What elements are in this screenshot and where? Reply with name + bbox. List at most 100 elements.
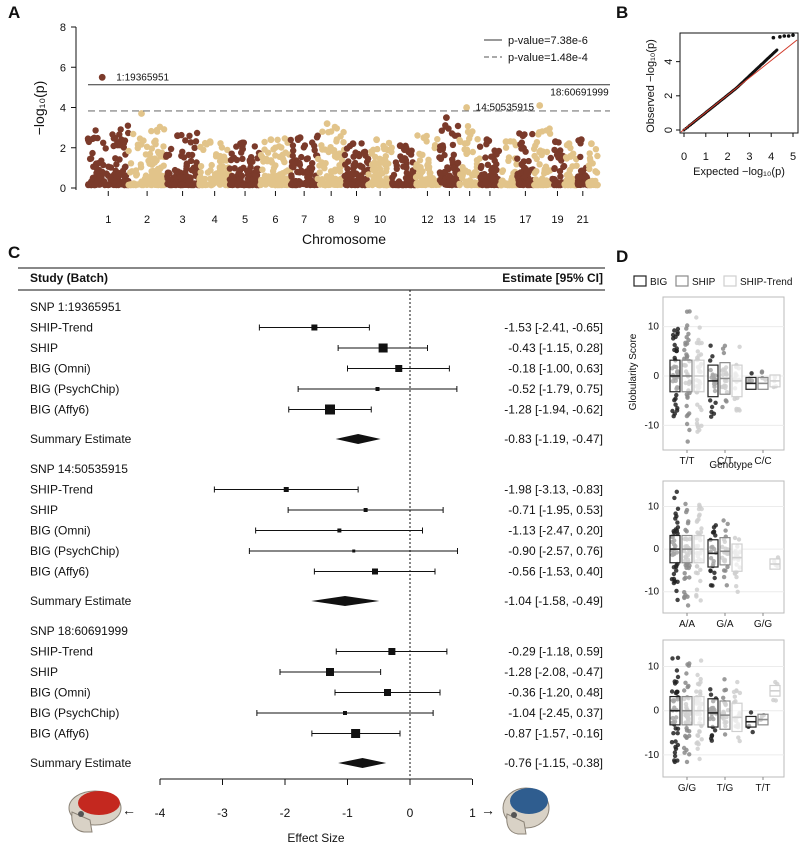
manhattan-point [446,178,453,185]
manhattan-peak-point [420,134,428,142]
boxplot-point [698,689,703,694]
boxplot-point [713,523,718,528]
boxplot-point [699,423,704,428]
qq-x-tick-label: 2 [725,151,731,163]
forest-point-estimate [384,689,391,696]
manhattan-point [275,181,282,189]
boxplot-point [721,695,726,700]
boxplot-point [669,689,675,694]
boxplot-point [697,325,702,330]
manhattan-point [180,154,188,161]
boxplot-point [672,328,677,333]
boxplot-point [709,404,715,410]
manhattan-point [274,136,281,143]
manhattan-point [569,163,576,170]
manhattan-point [442,123,449,130]
manhattan-point [398,156,406,164]
manhattan-point [157,150,164,157]
manhattan-point [585,162,593,169]
manhattan-point [417,169,425,177]
manhattan-point [191,144,198,151]
boxplot-point [684,403,689,409]
qq-point [778,35,782,39]
manhattan-point [482,178,489,186]
boxplot-point [709,733,714,739]
boxplot-point [686,337,691,343]
manhattan-point [450,164,457,172]
manhattan-point [594,152,601,160]
qq-frame [679,32,799,134]
manhattan-point [109,131,116,138]
forest-point-estimate [378,343,388,353]
forest-header-right: Estimate [95% CI] [502,271,603,285]
boxplot-point [732,694,737,699]
manhattan-point [402,174,410,182]
manhattan-point [444,164,451,171]
manhattan-x-ticks: 1 2 3 4 5 6 7 8 9 10 12 13 14 15 17 19 21 [105,191,589,226]
manhattan-point [532,181,539,188]
manhattan-point [547,154,554,162]
boxplot-point [673,402,678,407]
manhattan-point [281,158,288,166]
manhattan-point [478,162,485,170]
boxplot-point [708,692,714,697]
boxplot-point [708,568,713,574]
boxplot-point [684,341,690,346]
manhattan-point [469,128,476,135]
manhattan-point [164,169,172,176]
forest-row-label: SHIP [30,341,58,355]
boxplot-panel: BIG SHIP SHIP-Trend Globularity Score 10… [628,275,792,794]
manhattan-point [178,181,185,189]
manhattan-point [543,177,550,184]
manhattan-point [87,155,95,162]
boxplot-point [721,518,726,523]
manhattan-point [288,181,295,189]
boxplot-point [673,746,679,751]
manhattan-point [389,179,396,186]
manhattan-peak-point [565,140,573,148]
boxplot-point [684,509,689,515]
qq-x-tick-label: 5 [790,151,796,163]
manhattan-point [456,181,463,189]
boxplot-y-title: Globularity Score [628,333,639,410]
manhattan-point [296,181,303,188]
manhattan-point [125,147,132,155]
manhattan-point [515,179,523,186]
qq-point [786,34,791,38]
arrow-left: ← [122,802,136,818]
forest-point-estimate [363,508,368,512]
x-tick-label: 21 [577,214,589,226]
manhattan-point [390,171,398,179]
manhattan-point [126,181,134,188]
manhattan-point [160,143,167,150]
manhattan-point [533,155,540,163]
manhattan-point [491,157,498,164]
forest-summary-label: Summary Estimate [30,594,132,608]
manhattan-peak-point [577,136,585,144]
manhattan-peak-point [483,136,491,144]
manhattan-point [335,181,343,188]
manhattan-point [431,144,438,152]
x-tick-label: 5 [242,214,248,226]
forest-row-label: SHIP-Trend [30,645,93,659]
manhattan-point [276,171,284,178]
manhattan-point [593,169,601,176]
manhattan-point [530,145,538,153]
manhattan-peak-point [396,142,404,150]
manhattan-point [152,137,159,144]
manhattan-point [272,144,279,151]
forest-point-estimate [351,729,361,738]
boxplot-point [695,518,700,523]
boxplot-point [720,404,725,410]
manhattan-point [151,155,158,162]
boxplot-point [672,495,677,501]
boxplot-point [669,740,675,745]
x-tick-label: 3 [180,214,186,226]
manhattan-point [153,126,160,134]
boxplot-y-tick-label: 0 [653,371,659,382]
boxplot-point [695,425,701,430]
boxplot-point [670,656,675,661]
manhattan-point [197,163,205,170]
boxplot-point [734,408,739,413]
boxplot-point [696,513,702,519]
